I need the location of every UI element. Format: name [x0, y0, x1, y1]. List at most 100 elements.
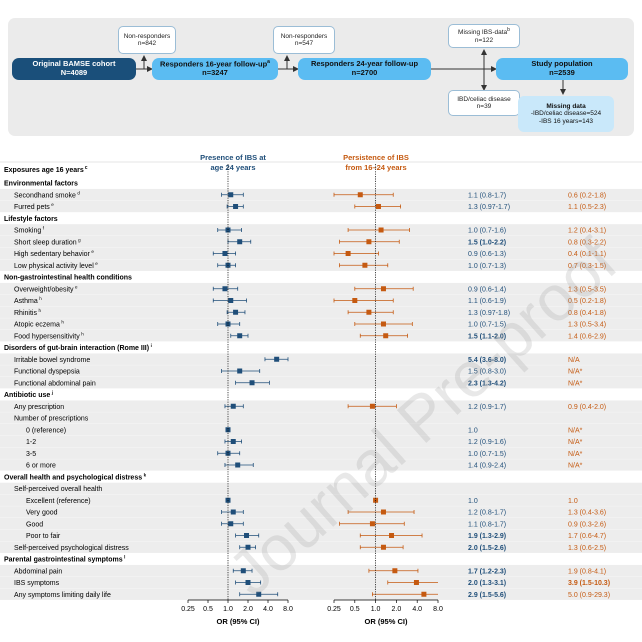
or-text-presence: 1.0	[468, 427, 478, 434]
row-shade	[0, 459, 642, 471]
exposures-header: Exposures age 16 yearsc	[4, 165, 88, 174]
x-axis-label: OR (95% CI)	[217, 617, 260, 626]
row-label: Smoking f	[14, 226, 45, 235]
point-presence	[240, 568, 246, 574]
or-text-presence: 0.9 (0.6-1.4)	[468, 286, 506, 293]
point-presence	[230, 509, 236, 515]
or-text-presence: 2.9 (1.5-5.6)	[468, 592, 506, 599]
point-presence	[225, 427, 231, 433]
row-shade	[0, 529, 642, 542]
row-label: Lifestyle factors	[4, 216, 58, 223]
flow-missing-data: Missing data -IBD/celiac disease=524 -IBS …	[518, 96, 614, 132]
point-persistence	[357, 192, 363, 198]
or-text-persistence: 1.1 (0.5-2.3)	[568, 204, 606, 211]
row-shade	[0, 412, 642, 424]
x-tick-label: 8.0	[283, 606, 293, 613]
point-persistence	[380, 544, 386, 550]
point-persistence	[369, 403, 375, 409]
col2-header-line2: from 16–24 years	[345, 163, 406, 172]
flow-missing-ibs: Missing IBS-datab n=122	[448, 24, 520, 48]
or-text-persistence: N/A*	[568, 369, 583, 376]
col1-header-line2: age 24 years	[210, 163, 255, 172]
row-label: Non-gastrointestinal health conditions	[4, 275, 132, 282]
row-label: 6 or more	[26, 463, 56, 470]
row-label: Irritable bowel syndrome	[14, 357, 90, 364]
row-label: Very good	[26, 510, 58, 517]
x-tick-label: 0.25	[181, 606, 195, 613]
row-label: Functional abdominal pain	[14, 380, 96, 387]
or-text-presence: 1.1 (0.8-1.7)	[468, 192, 506, 199]
row-label: Antibiotic use j	[4, 390, 53, 399]
point-presence	[228, 192, 234, 198]
flow-nonresponders-2: Non-responders n=547	[273, 26, 335, 54]
point-persistence	[383, 333, 389, 339]
flow-responders-16: Responders 16-year follow-upa n=3247	[152, 58, 278, 80]
row-label: Rhinitis h	[14, 308, 41, 317]
x-tick-label: 8.0	[433, 606, 443, 613]
point-presence	[228, 298, 234, 303]
point-persistence	[366, 239, 372, 245]
or-text-presence: 1.1 (0.6-1.9)	[468, 298, 506, 305]
x-tick-label: 0.5	[203, 606, 213, 613]
row-label: Functional dyspepsia	[14, 369, 80, 376]
point-persistence	[345, 251, 351, 256]
row-shade	[0, 259, 642, 271]
flowchart-arrows	[136, 49, 566, 95]
x-tick-label: 1.0	[223, 606, 233, 613]
row-shade	[0, 494, 642, 506]
or-text-persistence: 0.7 (0.3-1.5)	[568, 263, 606, 270]
or-text-presence: 2.3 (1.3-4.2)	[468, 380, 506, 387]
point-presence	[256, 591, 262, 597]
or-text-persistence: 1.7 (0.6-4.7)	[568, 533, 606, 540]
or-text-persistence: 5.0 (0.9-29.3)	[568, 592, 610, 599]
or-text-presence: 1.4 (0.9-2.4)	[468, 463, 506, 470]
or-text-presence: 1.3 (0.97-1.8)	[468, 310, 510, 317]
row-shade	[0, 365, 642, 377]
row-label: Number of prescriptions	[14, 416, 89, 423]
row-shade	[0, 247, 642, 260]
point-presence	[249, 380, 255, 386]
or-text-persistence: 0.8 (0.4-1.8)	[568, 310, 606, 317]
flow-study-population: Study population n=2539	[496, 58, 628, 80]
point-presence	[233, 309, 239, 315]
row-label: Low physical activity level e	[14, 261, 98, 270]
point-persistence	[380, 509, 386, 515]
row-label: Furred pets e	[14, 202, 54, 211]
row-shade	[0, 400, 642, 412]
point-persistence	[389, 533, 395, 538]
row-shade	[0, 188, 642, 201]
x-tick-label: 4.0	[412, 606, 422, 613]
row-shade	[0, 376, 642, 389]
or-text-persistence: 0.9 (0.3-2.6)	[568, 521, 606, 528]
or-text-persistence: 1.2 (0.4-3.1)	[568, 228, 606, 235]
or-text-persistence: 1.4 (0.6-2.9)	[568, 333, 606, 340]
point-presence	[222, 251, 228, 256]
point-presence	[245, 580, 251, 585]
or-text-presence: 2.0 (1.5-2.6)	[468, 545, 506, 552]
row-label: Environmental factors	[4, 181, 78, 188]
row-label: Self-perceived psychological distress	[14, 545, 129, 552]
col2-header-line1: Persistence of IBS	[343, 153, 409, 162]
row-label: Self-perceived overall health	[14, 486, 102, 493]
or-text-persistence: 1.3 (0.4-3.6)	[568, 510, 606, 517]
flow-responders-24: Responders 24-year follow-up n=2700	[298, 58, 431, 80]
or-text-persistence: 0.9 (0.4-2.0)	[568, 404, 606, 411]
row-label: 3-5	[26, 451, 36, 458]
point-presence	[235, 462, 241, 468]
or-text-presence: 1.5 (1.0-2.2)	[468, 239, 506, 246]
row-label: Any prescription	[14, 404, 64, 411]
row-shade	[0, 282, 642, 295]
point-persistence	[413, 580, 419, 585]
row-shade	[0, 235, 642, 248]
x-axis-label: OR (95% CI)	[365, 617, 408, 626]
or-text-presence: 2.0 (1.3-3.1)	[468, 580, 506, 587]
row-label: 1-2	[26, 439, 36, 446]
point-presence	[244, 533, 250, 538]
or-text-presence: 1.0	[468, 498, 478, 505]
or-text-persistence: 1.9 (0.8-4.1)	[568, 568, 606, 575]
point-persistence	[380, 286, 386, 292]
point-presence	[230, 403, 236, 409]
row-shade	[0, 294, 642, 307]
or-text-persistence: 1.3 (0.5-3.4)	[568, 322, 606, 329]
